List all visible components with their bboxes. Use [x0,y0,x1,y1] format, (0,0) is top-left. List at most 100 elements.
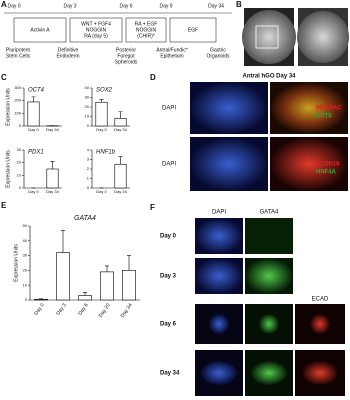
panel-label: B [236,0,242,9]
panel-d-images [190,82,348,191]
bar [46,168,59,189]
y-axis-label: Expression Units [5,150,11,188]
x-tick-label: Day 0 [28,127,39,132]
y-tick-label: 0 [87,123,90,128]
bar [122,270,136,301]
x-tick-label: Day 0 [33,302,46,316]
row-label: DAPI [162,106,176,112]
y-tick-label: 30 [23,253,28,258]
treatment: RA + EGF [135,21,158,27]
stage: Stem Cells [6,53,31,59]
y-axis-label: Expression Units [13,244,19,282]
day-label: Day 6 [119,3,132,9]
x-tick-label: Day 34 [114,189,127,194]
x-tick-label: Day 34 [120,302,134,319]
marker-label: KRT8 [316,114,332,120]
marker-label: MUC5AC [316,106,342,112]
y-tick-label: 30 [17,147,22,152]
day-label: Day 9 [159,3,172,9]
stage: Posterior [116,47,136,53]
panel-a-timeline [4,12,232,43]
day-label: Day 0 [7,3,20,9]
day-label: Day 34 [208,3,224,9]
column-label: GATA4 [260,210,279,216]
row-label: Day 34 [160,371,180,377]
chart-title: OCT4 [28,88,45,94]
y-tick-label: 2 [87,166,90,171]
day-label: Day 3 [63,3,76,9]
stage: Antral/Fundic* [156,47,187,53]
y-tick-label: 0 [19,185,22,190]
stage: Endoderm [56,53,79,59]
y-tick-label: 3 [87,157,90,162]
error-bar [61,230,65,253]
error-bar [50,161,55,169]
treatment: (CHIR)* [137,33,155,39]
chart-title: GATA4 [74,215,96,222]
y-tick-label: 200 [14,98,21,103]
panel-label: E [1,201,7,210]
y-axis-label: Expression Units [5,88,11,126]
panel-label: D [150,73,156,82]
x-tick-label: Day 0 [28,189,39,194]
treatment: WNT + FGF4 [81,21,111,27]
error-bar [105,265,109,272]
bar [114,118,127,127]
x-tick-label: Day 20 [98,302,112,319]
bar [34,298,48,301]
stage: Foregut [117,53,135,59]
y-tick-label: 4 [87,147,90,152]
bar [27,101,40,127]
y-tick-label: 0 [87,185,90,190]
chart-title: PDX1 [28,150,44,156]
row-label: DAPI [162,162,176,168]
marker-label: HNF4A [316,170,337,176]
treatment: NOGGIN [136,27,157,33]
column-label: ECAD [312,297,329,303]
error-bar [31,96,36,102]
panel-f-images [195,218,345,396]
treatment: RA (day 5) [84,33,108,39]
bar [100,271,114,301]
y-tick-label: 10 [17,172,22,177]
x-tick-label: Day 0 [96,127,107,132]
chart-title: HNF1b [96,150,116,156]
treatment: EGF [188,27,198,33]
panel-label: C [1,73,7,82]
y-tick-label: 20 [17,160,22,165]
y-tick-label: 40 [85,85,90,90]
bar [95,101,108,127]
stage: Gastric [210,47,226,53]
y-tick-label: 300 [14,85,21,90]
stage: Pluripotent [6,47,31,53]
bar [56,252,70,301]
bar [114,163,127,189]
y-tick-label: 0 [19,123,22,128]
bar [78,295,92,301]
chart-title: SOX2 [96,88,113,94]
y-tick-label: 10 [23,282,28,287]
x-tick-label: Day 0 [96,189,107,194]
x-tick-label: Day 34 [46,189,59,194]
y-tick-label: 20 [23,267,28,272]
column-label: DAPI [212,210,226,216]
y-tick-label: 100 [14,110,21,115]
y-tick-label: 0 [25,297,28,302]
y-tick-label: 40 [23,238,28,243]
stage: Organoids [206,53,230,59]
x-tick-label: Day 34 [46,127,59,132]
stage: Definitive [58,47,79,53]
y-tick-label: 20 [85,104,90,109]
panel-b-images [242,8,349,66]
stage: Epithelium [160,53,183,59]
x-tick-label: Day 3 [55,302,68,316]
error-bar [83,292,87,296]
row-label: Day 3 [160,274,177,280]
row-label: Day 0 [160,234,177,240]
error-bar [99,99,104,103]
panel-label: F [150,203,155,212]
error-bar [118,111,123,119]
y-tick-label: 30 [85,95,90,100]
x-tick-label: Day 34 [114,127,127,132]
